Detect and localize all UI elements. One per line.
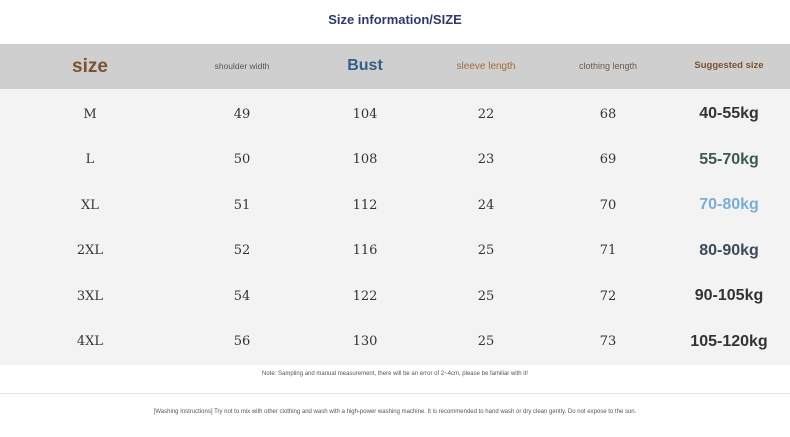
page-title: Size information/SIZE [328,12,462,27]
washing-instructions: [Washing Instructions] Try not to mix wi… [153,409,637,415]
cell-clothing-length: 70 [599,197,617,213]
cell-clothing-length: 71 [599,243,617,258]
cell-size: XL [81,197,99,213]
table-header: size shoulder width Bust sleeve length c… [0,44,790,89]
cell-clothing-length: 69 [599,152,617,167]
header-size: size [72,55,108,77]
table-row: M 49 104 22 68 40-55kg [0,91,790,137]
cell-bust: 108 [352,152,378,167]
cell-sleeve-length: 25 [477,334,495,349]
cell-bust: 112 [352,197,378,213]
cell-suggested-weight: 40-55kg [699,105,759,122]
cell-suggested-weight: 55-70kg [699,150,759,168]
cell-suggested-weight: 90-105kg [694,287,764,304]
table-row: XL 51 112 24 70 70-80kg [0,182,790,228]
cell-clothing-length: 72 [599,288,617,304]
cell-size: 4XL [76,334,104,349]
cell-shoulder-width: 56 [233,334,251,349]
cell-shoulder-width: 51 [233,197,251,213]
cell-sleeve-length: 22 [477,106,495,122]
table-row: 3XL 54 122 25 72 90-105kg [0,273,790,319]
header-clothing-length: clothing length [578,61,638,72]
cell-shoulder-width: 54 [233,288,251,304]
cell-sleeve-length: 24 [477,197,495,213]
cell-shoulder-width: 52 [233,243,251,258]
header-shoulder-width: shoulder width [214,60,270,71]
cell-bust: 122 [352,288,378,304]
cell-suggested-weight: 105-120kg [690,332,768,350]
cell-suggested-weight: 70-80kg [699,196,759,213]
cell-clothing-length: 73 [599,334,617,349]
cell-bust: 116 [352,243,378,258]
cell-bust: 130 [352,334,378,349]
cell-bust: 104 [352,106,378,122]
cell-size: 3XL [76,288,104,304]
cell-sleeve-length: 23 [477,152,495,167]
cell-shoulder-width: 49 [233,106,251,122]
table-row: L 50 108 23 69 55-70kg [0,137,790,183]
header-bust: Bust [347,57,383,75]
cell-sleeve-length: 25 [477,288,495,304]
header-sleeve-length: sleeve length [456,60,516,72]
cell-size: M [83,106,97,122]
cell-size: L [85,152,95,167]
table-row: 4XL 56 130 25 73 105-120kg [0,319,790,365]
table-row: 2XL 52 116 25 71 80-90kg [0,228,790,274]
measurement-note: Note: Sampling and manual measurement, t… [262,371,528,377]
cell-sleeve-length: 25 [477,243,495,258]
divider [0,393,790,394]
table-body [0,89,790,365]
cell-suggested-weight: 80-90kg [699,241,759,259]
header-suggested-size: Suggested size [694,60,764,72]
cell-size: 2XL [76,243,104,258]
cell-shoulder-width: 50 [233,152,251,167]
cell-clothing-length: 68 [599,106,617,122]
